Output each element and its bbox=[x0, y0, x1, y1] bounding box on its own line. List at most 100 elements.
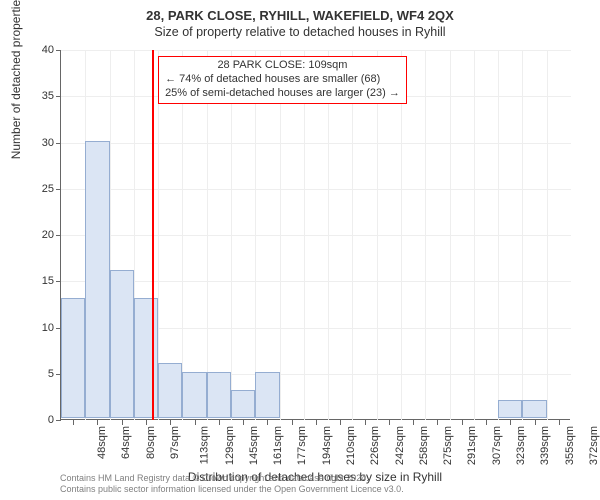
x-tick-label: 64sqm bbox=[120, 426, 132, 459]
y-tick-label: 5 bbox=[24, 368, 54, 380]
x-tick bbox=[316, 420, 317, 425]
x-tick bbox=[413, 420, 414, 425]
x-tick-label: 194sqm bbox=[321, 426, 333, 465]
annotation-line: 28 PARK CLOSE: 109sqm bbox=[165, 59, 400, 73]
y-tick-label: 10 bbox=[24, 322, 54, 334]
gridline-vertical bbox=[474, 50, 475, 420]
x-tick bbox=[510, 420, 511, 425]
y-tick-label: 0 bbox=[24, 414, 54, 426]
gridline-vertical bbox=[304, 50, 305, 420]
y-tick-label: 15 bbox=[24, 275, 54, 287]
gridline-vertical bbox=[450, 50, 451, 420]
gridline-horizontal bbox=[61, 143, 571, 144]
chart-title-sub: Size of property relative to detached ho… bbox=[0, 25, 600, 39]
y-tick bbox=[56, 189, 61, 190]
histogram-bar bbox=[207, 372, 231, 418]
gridline-vertical bbox=[207, 50, 208, 420]
x-tick bbox=[97, 420, 98, 425]
x-tick bbox=[535, 420, 536, 425]
x-tick bbox=[267, 420, 268, 425]
annotation-box: 28 PARK CLOSE: 109sqm← 74% of detached h… bbox=[158, 56, 407, 104]
y-tick bbox=[56, 96, 61, 97]
x-tick-label: 307sqm bbox=[491, 426, 503, 465]
x-tick bbox=[195, 420, 196, 425]
x-tick-label: 242sqm bbox=[394, 426, 406, 465]
y-tick-label: 25 bbox=[24, 183, 54, 195]
x-tick-label: 97sqm bbox=[169, 426, 181, 459]
x-tick bbox=[219, 420, 220, 425]
gridline-vertical bbox=[498, 50, 499, 420]
x-tick-label: 275sqm bbox=[442, 426, 454, 465]
x-tick bbox=[559, 420, 560, 425]
x-tick bbox=[122, 420, 123, 425]
x-tick bbox=[437, 420, 438, 425]
gridline-vertical bbox=[328, 50, 329, 420]
y-tick-label: 30 bbox=[24, 137, 54, 149]
gridline-vertical bbox=[377, 50, 378, 420]
x-tick bbox=[170, 420, 171, 425]
footnote-line-2: Contains public sector information licen… bbox=[60, 484, 404, 494]
y-tick-label: 20 bbox=[24, 229, 54, 241]
gridline-vertical bbox=[425, 50, 426, 420]
x-tick-label: 226sqm bbox=[369, 426, 381, 465]
x-tick bbox=[486, 420, 487, 425]
histogram-bar bbox=[134, 298, 158, 418]
chart-title-main: 28, PARK CLOSE, RYHILL, WAKEFIELD, WF4 2… bbox=[0, 0, 600, 23]
x-tick-label: 161sqm bbox=[272, 426, 284, 465]
x-tick bbox=[146, 420, 147, 425]
x-tick-label: 291sqm bbox=[467, 426, 479, 465]
y-tick bbox=[56, 50, 61, 51]
footnote: Contains HM Land Registry data © Crown c… bbox=[60, 473, 404, 494]
histogram-bar bbox=[61, 298, 85, 418]
x-tick-label: 177sqm bbox=[297, 426, 309, 465]
y-tick bbox=[56, 235, 61, 236]
x-tick-label: 323sqm bbox=[515, 426, 527, 465]
y-tick bbox=[56, 420, 61, 421]
plot-region: 051015202530354048sqm64sqm80sqm97sqm113s… bbox=[60, 50, 570, 420]
histogram-bar bbox=[522, 400, 546, 419]
x-tick-label: 80sqm bbox=[145, 426, 157, 459]
x-tick-label: 113sqm bbox=[199, 426, 211, 464]
gridline-vertical bbox=[231, 50, 232, 420]
chart-area: 051015202530354048sqm64sqm80sqm97sqm113s… bbox=[60, 50, 570, 420]
x-tick-label: 372sqm bbox=[588, 426, 600, 465]
x-tick bbox=[73, 420, 74, 425]
gridline-horizontal bbox=[61, 235, 571, 236]
histogram-bar bbox=[182, 372, 206, 418]
gridline-vertical bbox=[352, 50, 353, 420]
histogram-bar bbox=[498, 400, 522, 419]
x-tick bbox=[243, 420, 244, 425]
gridline-horizontal bbox=[61, 281, 571, 282]
y-tick bbox=[56, 143, 61, 144]
gridline-vertical bbox=[522, 50, 523, 420]
y-tick-label: 35 bbox=[24, 90, 54, 102]
x-tick bbox=[365, 420, 366, 425]
y-tick-label: 40 bbox=[24, 44, 54, 56]
x-tick-label: 339sqm bbox=[539, 426, 551, 465]
y-axis-label: Number of detached properties bbox=[9, 0, 23, 159]
x-tick bbox=[462, 420, 463, 425]
y-tick bbox=[56, 281, 61, 282]
gridline-vertical bbox=[280, 50, 281, 420]
footnote-line-1: Contains HM Land Registry data © Crown c… bbox=[60, 473, 404, 483]
histogram-bar bbox=[158, 363, 182, 419]
x-tick-label: 48sqm bbox=[96, 426, 108, 459]
gridline-vertical bbox=[182, 50, 183, 420]
gridline-vertical bbox=[547, 50, 548, 420]
histogram-bar bbox=[231, 390, 255, 418]
x-tick-label: 355sqm bbox=[564, 426, 576, 465]
histogram-bar bbox=[85, 141, 109, 419]
x-tick bbox=[292, 420, 293, 425]
histogram-bar bbox=[255, 372, 279, 418]
gridline-vertical bbox=[401, 50, 402, 420]
annotation-line: 25% of semi-detached houses are larger (… bbox=[165, 87, 400, 101]
x-tick-label: 258sqm bbox=[418, 426, 430, 465]
x-tick bbox=[389, 420, 390, 425]
gridline-vertical bbox=[255, 50, 256, 420]
gridline-horizontal bbox=[61, 189, 571, 190]
x-tick bbox=[340, 420, 341, 425]
x-tick-label: 210sqm bbox=[345, 426, 357, 465]
reference-line bbox=[152, 50, 154, 420]
annotation-line: ← 74% of detached houses are smaller (68… bbox=[165, 73, 400, 87]
x-tick-label: 129sqm bbox=[224, 426, 236, 465]
